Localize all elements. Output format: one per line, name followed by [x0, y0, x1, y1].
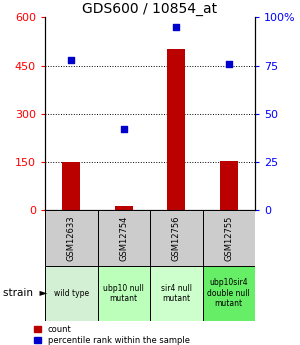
Text: ubp10sir4
double null
mutant: ubp10sir4 double null mutant	[207, 278, 250, 308]
Point	[174, 24, 179, 30]
Bar	[98, 210, 150, 266]
Bar	[150, 266, 202, 321]
Bar	[98, 266, 150, 321]
Text: GSM12755: GSM12755	[224, 215, 233, 261]
Title: GDS600 / 10854_at: GDS600 / 10854_at	[82, 2, 218, 16]
Text: sir4 null
mutant: sir4 null mutant	[161, 284, 192, 303]
Text: GSM12633: GSM12633	[67, 215, 76, 261]
Text: wild type: wild type	[54, 289, 89, 298]
Text: GSM12756: GSM12756	[172, 215, 181, 261]
Bar	[150, 210, 202, 266]
Bar	[167, 49, 185, 210]
Text: strain  ►: strain ►	[3, 288, 47, 298]
Bar	[202, 266, 255, 321]
Point	[122, 127, 126, 132]
Bar	[45, 210, 98, 266]
Bar	[220, 160, 238, 210]
Legend: count, percentile rank within the sample: count, percentile rank within the sample	[34, 325, 190, 345]
Text: GSM12754: GSM12754	[119, 215, 128, 261]
Bar	[62, 162, 80, 210]
Point	[69, 57, 74, 62]
Point	[226, 61, 231, 66]
Bar	[45, 266, 98, 321]
Bar	[115, 206, 133, 210]
Text: ubp10 null
mutant: ubp10 null mutant	[103, 284, 144, 303]
Bar	[202, 210, 255, 266]
